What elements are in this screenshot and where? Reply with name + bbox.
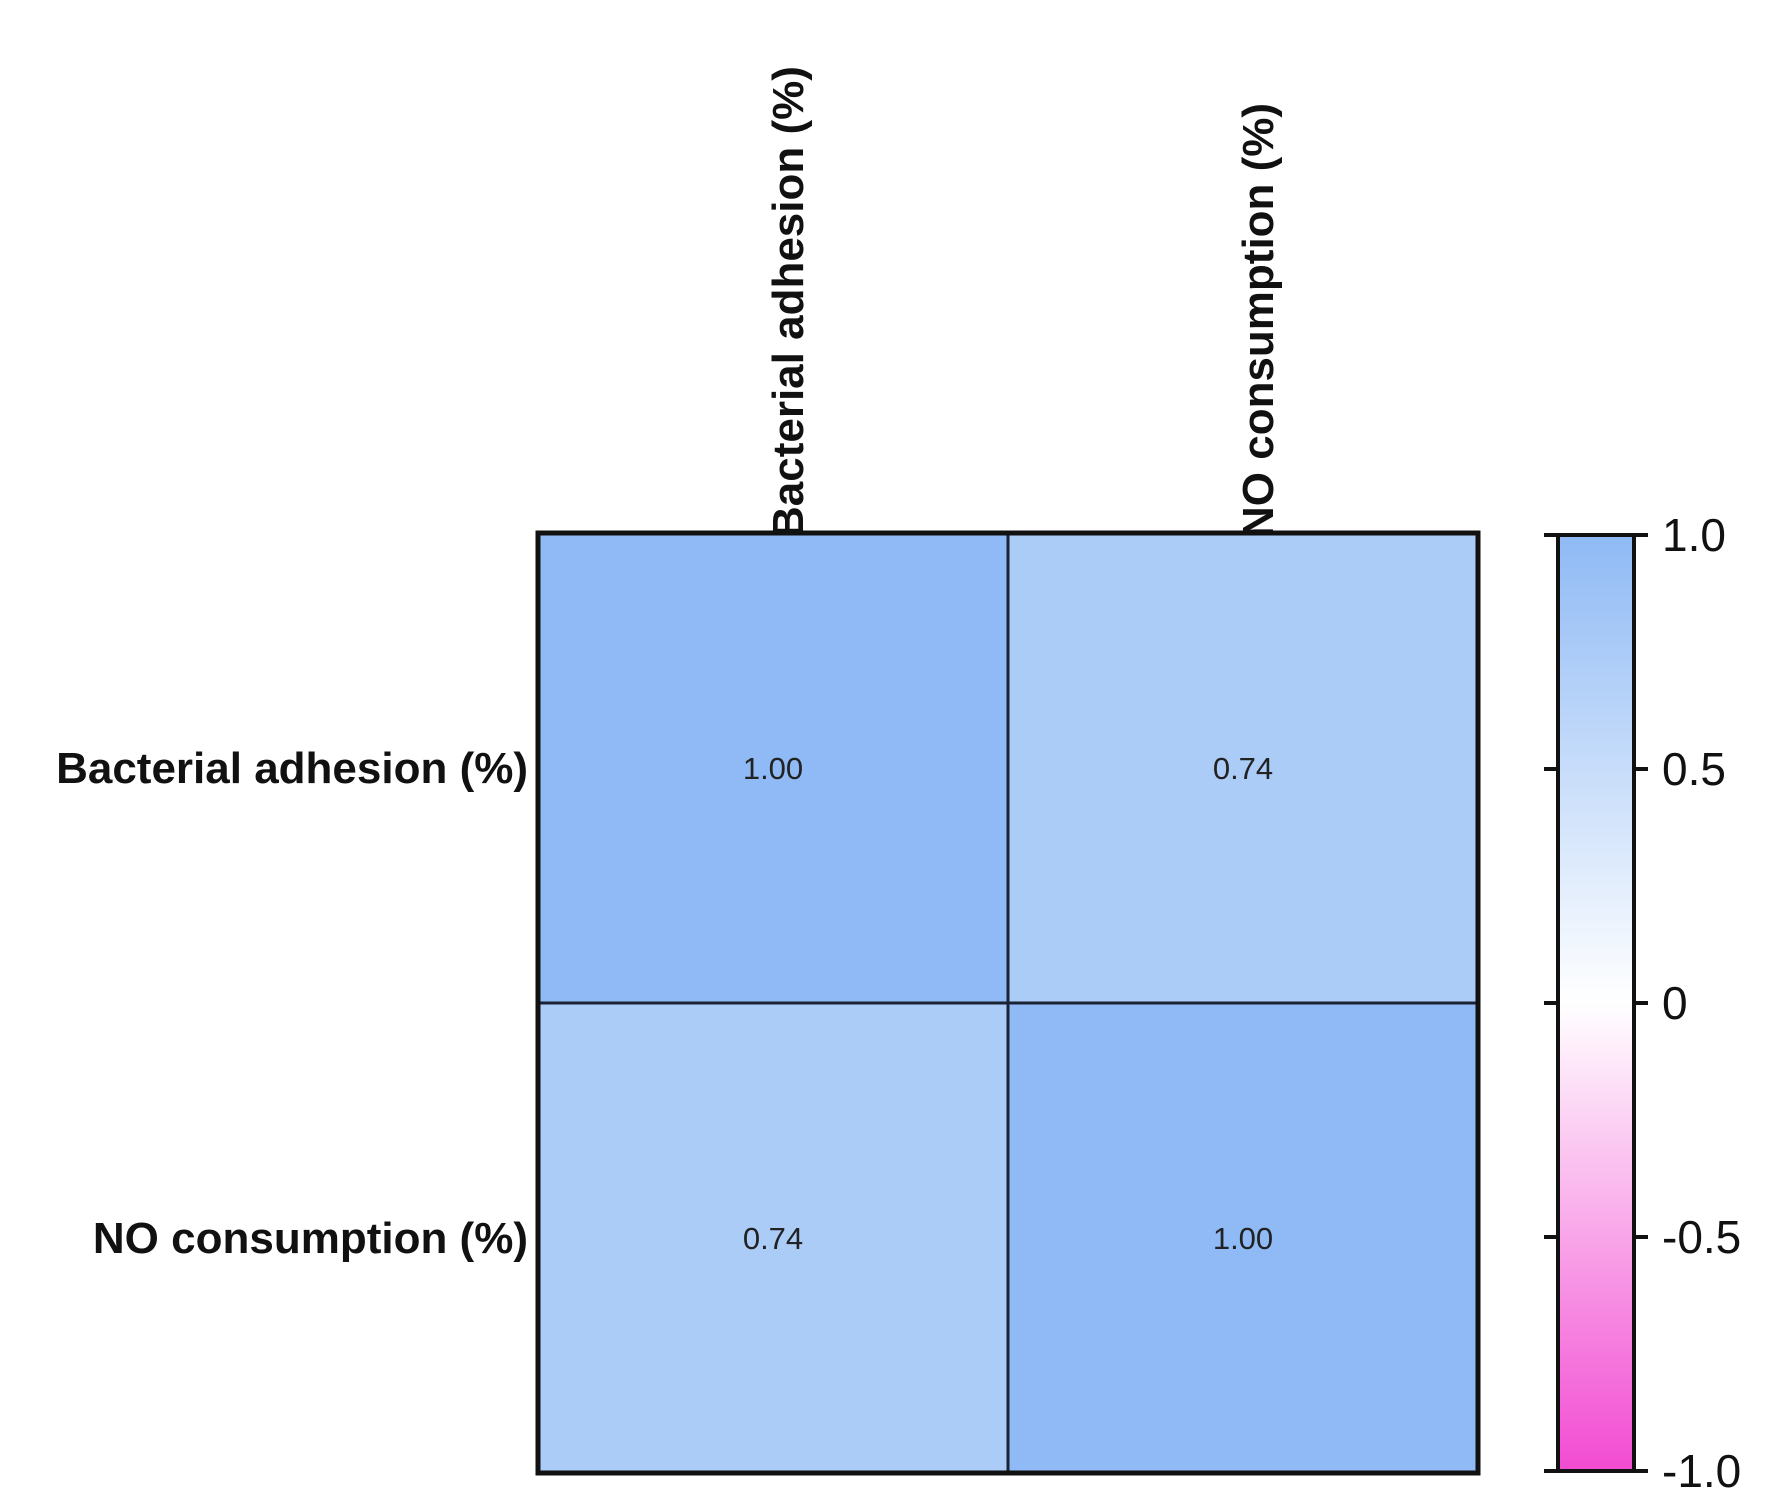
row-labels: Bacterial adhesion (%) NO consumption (%) [56, 744, 528, 1263]
colorbar-tick-label-3: -0.5 [1662, 1211, 1741, 1263]
column-label-1: NO consumption (%) [1234, 103, 1283, 538]
heatmap-cell-r1-c1 [1006, 1001, 1480, 1475]
colorbar-tick-label-1: 0.5 [1662, 743, 1726, 795]
row-label-0: Bacterial adhesion (%) [56, 744, 528, 793]
colorbar-tick-label-2: 0 [1662, 977, 1688, 1029]
row-label-1: NO consumption (%) [93, 1214, 528, 1263]
heatmap-cell-r1-c0 [536, 1001, 1010, 1475]
cell-value-label-r0-c0: 1.00 [743, 751, 803, 786]
heatmap-border [535, 530, 1481, 1476]
heatmap-cells: 1.00 0.74 0.74 1.00 [535, 530, 1481, 1476]
cell-value-label-r1-c1: 1.00 [1213, 1221, 1273, 1256]
colorbar-tick-label-4: -1.0 [1662, 1445, 1741, 1497]
column-label-0: Bacterial adhesion (%) [764, 66, 813, 538]
colorbar [1556, 533, 1636, 1473]
heatmap-cell-r0-c1 [1006, 531, 1480, 1005]
cell-value-label-r0-c1: 0.74 [1213, 751, 1273, 786]
heatmap-cell-r0-c0 [536, 531, 1010, 1005]
colorbar-gradient [1556, 533, 1636, 1473]
column-labels: Bacterial adhesion (%) NO consumption (%) [764, 66, 1283, 538]
colorbar-ticks: 1.0 0.5 0 -0.5 -1.0 [1544, 509, 1741, 1497]
colorbar-tick-label-0: 1.0 [1662, 509, 1726, 561]
cell-value-label-r1-c0: 0.74 [743, 1221, 803, 1256]
